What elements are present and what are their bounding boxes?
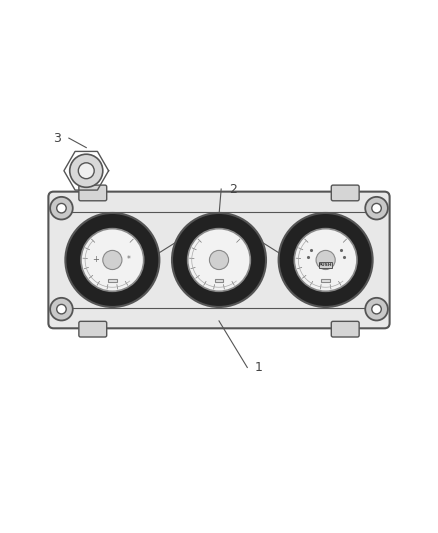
Circle shape (57, 304, 66, 314)
Circle shape (70, 154, 103, 187)
Circle shape (65, 213, 159, 307)
Circle shape (50, 298, 73, 320)
Text: 3: 3 (53, 132, 61, 144)
Circle shape (279, 213, 373, 307)
FancyBboxPatch shape (48, 192, 390, 328)
Circle shape (172, 213, 266, 307)
Text: *: * (127, 255, 131, 264)
Circle shape (372, 204, 381, 213)
Circle shape (78, 163, 94, 179)
Circle shape (187, 229, 251, 292)
Circle shape (209, 251, 229, 270)
Circle shape (294, 229, 357, 292)
Text: PUSH: PUSH (319, 263, 332, 267)
Circle shape (103, 251, 122, 270)
Circle shape (81, 229, 144, 292)
Circle shape (365, 197, 388, 220)
Bar (319, 262, 332, 268)
Text: 2: 2 (229, 182, 237, 196)
FancyBboxPatch shape (331, 321, 359, 337)
Text: 1: 1 (255, 361, 263, 374)
Bar (215, 279, 223, 282)
FancyBboxPatch shape (79, 321, 107, 337)
Text: +: + (93, 255, 99, 264)
FancyBboxPatch shape (79, 185, 107, 201)
Circle shape (50, 197, 73, 220)
Circle shape (365, 298, 388, 320)
Circle shape (316, 251, 335, 270)
Bar (108, 279, 117, 282)
Circle shape (57, 204, 66, 213)
FancyBboxPatch shape (331, 185, 359, 201)
Bar (321, 279, 330, 282)
Circle shape (372, 304, 381, 314)
